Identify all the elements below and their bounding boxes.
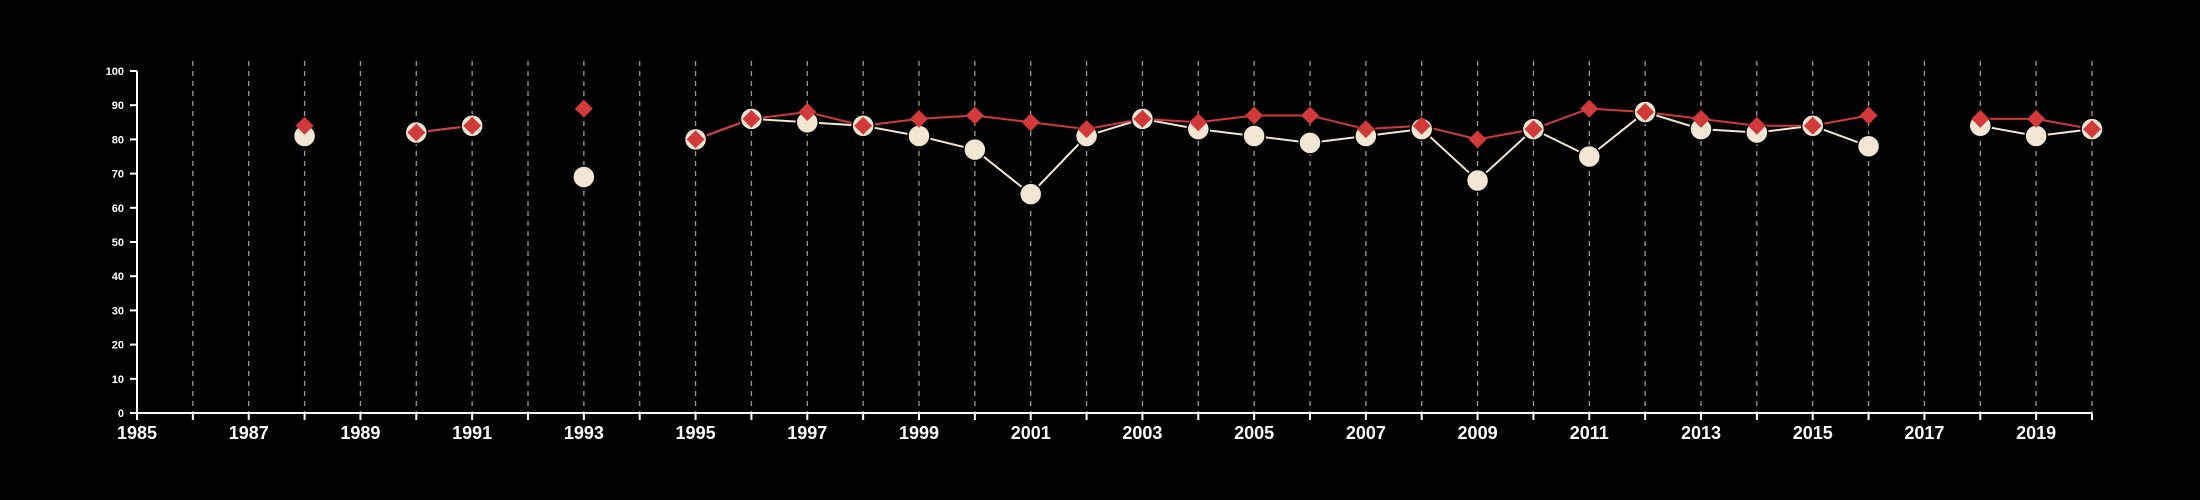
series-2-point: [1636, 103, 1655, 122]
series-2-point: [1692, 109, 1710, 128]
series-1-point: [572, 165, 596, 189]
series-2-point: [1524, 120, 1543, 139]
x-tick-label: 1999: [899, 423, 939, 443]
x-tick-label: 2007: [1346, 423, 1386, 443]
series-1-segment: [1421, 128, 1479, 182]
y-tick-label: 70: [112, 169, 124, 181]
series-1-point: [1856, 134, 1881, 158]
series-1-point: [907, 124, 931, 148]
series-2-point: [1021, 113, 1040, 132]
series-1-segment: [1029, 135, 1088, 195]
series-2-segment: [1700, 117, 1757, 127]
y-tick-label: 60: [112, 203, 124, 215]
series-2-point: [742, 109, 761, 128]
series-2-segment: [918, 114, 975, 120]
x-tick-label: 1997: [787, 423, 827, 443]
x-tick-label: 1989: [340, 423, 380, 443]
y-tick-label: 50: [112, 237, 124, 249]
series-2-segment: [1198, 114, 1255, 124]
series-2-segment: [1309, 114, 1367, 131]
series-1-segment: [974, 148, 1032, 195]
gridlines: [192, 61, 2093, 413]
x-tick-label: 2011: [1570, 423, 1609, 443]
x-tick-label: 2019: [2016, 423, 2056, 443]
series-2-point: [1301, 106, 1319, 125]
series-2-point: [2083, 120, 2101, 139]
series-1-point: [963, 137, 987, 162]
y-tick-label: 20: [112, 340, 124, 352]
x-tick-label: 2013: [1681, 423, 1721, 443]
series-2-point: [1077, 120, 1096, 139]
y-tick-label: 80: [112, 134, 124, 146]
y-tick-label: 0: [118, 408, 124, 420]
series-2-point: [295, 116, 314, 135]
x-tick-label: 2003: [1122, 423, 1162, 443]
series-2-point: [1580, 99, 1599, 118]
series-1-point: [1242, 124, 1266, 148]
series-1-segment: [1588, 111, 1646, 158]
series-2-segment: [974, 114, 1031, 124]
series-2-point: [910, 109, 928, 128]
series-2-point: [1803, 116, 1822, 135]
x-tick-label: 1985: [117, 423, 157, 443]
series-1-point: [1018, 182, 1043, 206]
x-tick-label: 2017: [1904, 423, 1944, 443]
x-tick-label: 1993: [564, 423, 604, 443]
series-1-point: [1577, 144, 1602, 169]
series-1-point: [2024, 124, 2048, 148]
x-tick-label: 2009: [1458, 423, 1498, 443]
x-tick-label: 2005: [1234, 423, 1274, 443]
series-2-point: [1412, 116, 1431, 135]
axes: 1985 1987 1989 1991 1993 1995 1997 1999 2001 2003…: [106, 66, 2093, 443]
series-2-point: [1468, 130, 1487, 149]
series-2-point: [1859, 106, 1878, 125]
series-2-point: [1747, 116, 1766, 135]
series-2-point: [965, 106, 984, 125]
x-tick-label: 1995: [676, 423, 716, 443]
y-tick-label: 100: [106, 66, 124, 78]
series-2-point: [686, 130, 705, 149]
series-2-point: [1133, 109, 1152, 128]
x-tick-label: 2001: [1011, 423, 1051, 443]
series-2-point: [1971, 109, 1990, 128]
series-markers: [292, 99, 2104, 206]
series-2-point: [1245, 106, 1264, 125]
series-2-point: [1356, 120, 1375, 139]
series-2-point: [1189, 113, 1208, 132]
series-1-point: [1465, 168, 1490, 193]
y-tick-label: 30: [112, 305, 124, 317]
series-2-point: [2027, 109, 2046, 128]
x-tick-label: 1991: [452, 423, 492, 443]
series-2-segment: [1030, 121, 1087, 131]
series-2-point: [463, 116, 482, 135]
series-2-point: [854, 116, 873, 135]
series-2-point: [574, 99, 593, 118]
series-1-point: [1298, 131, 1322, 155]
series-2-point: [407, 123, 426, 142]
x-tick-label: 2015: [1793, 423, 1833, 443]
y-tick-label: 40: [112, 271, 124, 283]
y-tick-label: 90: [112, 100, 124, 112]
series-2-point: [798, 103, 817, 122]
series-1-segment: [1476, 128, 1535, 182]
y-tick-label: 10: [112, 374, 124, 386]
x-tick-label: 1987: [229, 423, 269, 443]
